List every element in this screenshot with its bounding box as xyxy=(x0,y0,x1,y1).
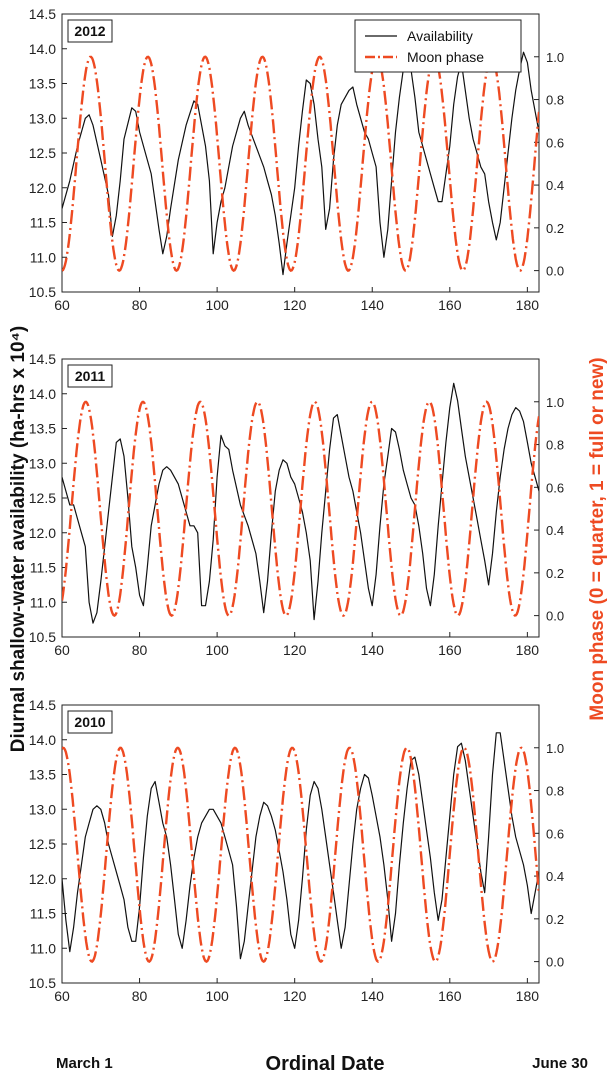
x-tick-label: 80 xyxy=(132,642,148,658)
moon-phase-series-line xyxy=(62,400,539,618)
y2-tick-label: 0.6 xyxy=(546,135,564,150)
moon-phase-series-line xyxy=(62,55,539,272)
year-label: 2010 xyxy=(74,714,105,730)
y2-tick-label: 0.4 xyxy=(546,178,564,193)
right-axis-label: Moon phase (0 = quarter, 1 = full or new… xyxy=(587,357,608,720)
availability-series-line xyxy=(62,48,539,276)
y-tick-label: 12.0 xyxy=(29,525,56,541)
y2-tick-label: 0.8 xyxy=(546,784,564,799)
x-tick-label: 80 xyxy=(132,988,148,1004)
y2-tick-label: 0.4 xyxy=(546,869,564,884)
year-label: 2012 xyxy=(74,23,105,39)
y-tick-label: 10.5 xyxy=(29,975,56,991)
y-tick-label: 11.5 xyxy=(30,560,56,576)
x-tick-label: 120 xyxy=(283,988,307,1004)
x-tick-label: 180 xyxy=(516,297,540,313)
y-tick-label: 13.5 xyxy=(29,76,56,92)
y-tick-label: 11.0 xyxy=(30,249,56,265)
x-start-label: March 1 xyxy=(56,1055,113,1072)
y-tick-label: 14.0 xyxy=(29,386,56,402)
x-tick-label: 140 xyxy=(361,988,385,1004)
x-tick-label: 60 xyxy=(54,642,70,658)
moon-phase-series-line xyxy=(62,746,539,964)
x-tick-label: 140 xyxy=(361,642,385,658)
y-tick-label: 13.5 xyxy=(29,767,56,783)
year-label-box xyxy=(67,364,113,388)
y2-tick-label: 0.2 xyxy=(546,912,564,927)
x-tick-label: 60 xyxy=(54,297,70,313)
y2-tick-label: 0.6 xyxy=(546,826,564,841)
legend-availability-label: Availability xyxy=(407,28,473,44)
panel-2010: 10.5 11.0 11.5 12.0 12.5 13.0 13.5 14.0 14.5 0.0 0… xyxy=(29,697,564,1004)
x-tick-label: 160 xyxy=(438,988,462,1004)
y-tick-label: 11.0 xyxy=(30,594,56,610)
y-tick-label: 12.5 xyxy=(29,836,56,852)
y-tick-label: 14.5 xyxy=(29,697,56,713)
left-axis-label: Diurnal shallow-water availability (ha-h… xyxy=(8,326,29,752)
chart-panels: 10.5 11.0 11.5 12.0 12.5 13.0 13.5 14.0 14.5 0.0 0… xyxy=(29,6,564,1004)
x-tick-label: 100 xyxy=(205,988,229,1004)
y2-tick-label: 1.0 xyxy=(546,50,564,65)
year-label: 2011 xyxy=(75,368,106,384)
y-tick-label: 14.0 xyxy=(29,41,56,57)
availability-series-line xyxy=(62,732,539,960)
availability-series-line xyxy=(62,382,539,624)
y2-tick-label: 0.8 xyxy=(546,93,564,108)
year-label-box xyxy=(67,19,113,43)
y-tick-label: 14.0 xyxy=(29,732,56,748)
y2-tick-label: 1.0 xyxy=(546,741,564,756)
y-tick-label: 13.0 xyxy=(29,110,56,126)
x-tick-label: 60 xyxy=(54,988,70,1004)
legend-box xyxy=(354,19,522,73)
x-tick-label: 100 xyxy=(205,297,229,313)
panel-2012: 10.5 11.0 11.5 12.0 12.5 13.0 13.5 14.0 14.5 0.0 0… xyxy=(29,6,564,313)
x-tick-label: 120 xyxy=(283,297,307,313)
legend-moon-phase-label: Moon phase xyxy=(407,49,484,65)
y2-tick-label: 1.0 xyxy=(546,395,564,410)
x-tick-label: 80 xyxy=(132,297,148,313)
y-tick-label: 12.5 xyxy=(29,145,56,161)
x-tick-label: 180 xyxy=(516,988,540,1004)
y2-tick-label: 0.0 xyxy=(546,609,564,624)
y-tick-label: 13.5 xyxy=(29,421,56,437)
y2-tick-label: 0.2 xyxy=(546,566,564,581)
y2-tick-label: 0.8 xyxy=(546,438,564,453)
y-tick-label: 11.5 xyxy=(30,906,56,922)
year-label-box xyxy=(67,710,113,734)
x-tick-label: 140 xyxy=(361,297,385,313)
x-tick-label: 120 xyxy=(283,642,307,658)
y2-tick-label: 0.6 xyxy=(546,480,564,495)
y-tick-label: 12.0 xyxy=(29,180,56,196)
y2-tick-label: 0.0 xyxy=(546,264,564,279)
x-axis-label: Ordinal Date xyxy=(266,1053,385,1075)
y-tick-label: 10.5 xyxy=(29,284,56,300)
plot-frame xyxy=(61,358,540,638)
x-end-label: June 30 xyxy=(532,1055,588,1072)
x-tick-label: 100 xyxy=(205,642,229,658)
y-tick-label: 14.5 xyxy=(29,351,56,367)
y2-tick-label: 0.0 xyxy=(546,955,564,970)
y-tick-label: 13.0 xyxy=(29,801,56,817)
x-tick-label: 160 xyxy=(438,642,462,658)
x-tick-label: 160 xyxy=(438,297,462,313)
y2-tick-label: 0.2 xyxy=(546,221,564,236)
panel-2011: 10.5 11.0 11.5 12.0 12.5 13.0 13.5 14.0 14.5 0.0 0… xyxy=(29,351,564,658)
y-tick-label: 12.5 xyxy=(29,490,56,506)
y-tick-label: 14.5 xyxy=(29,6,56,22)
y-tick-label: 13.0 xyxy=(29,455,56,471)
x-tick-label: 180 xyxy=(516,642,540,658)
y-tick-label: 10.5 xyxy=(29,629,56,645)
y-tick-label: 12.0 xyxy=(29,871,56,887)
y-tick-label: 11.0 xyxy=(30,940,56,956)
y2-tick-label: 0.4 xyxy=(546,523,564,538)
y-tick-label: 11.5 xyxy=(30,215,56,231)
